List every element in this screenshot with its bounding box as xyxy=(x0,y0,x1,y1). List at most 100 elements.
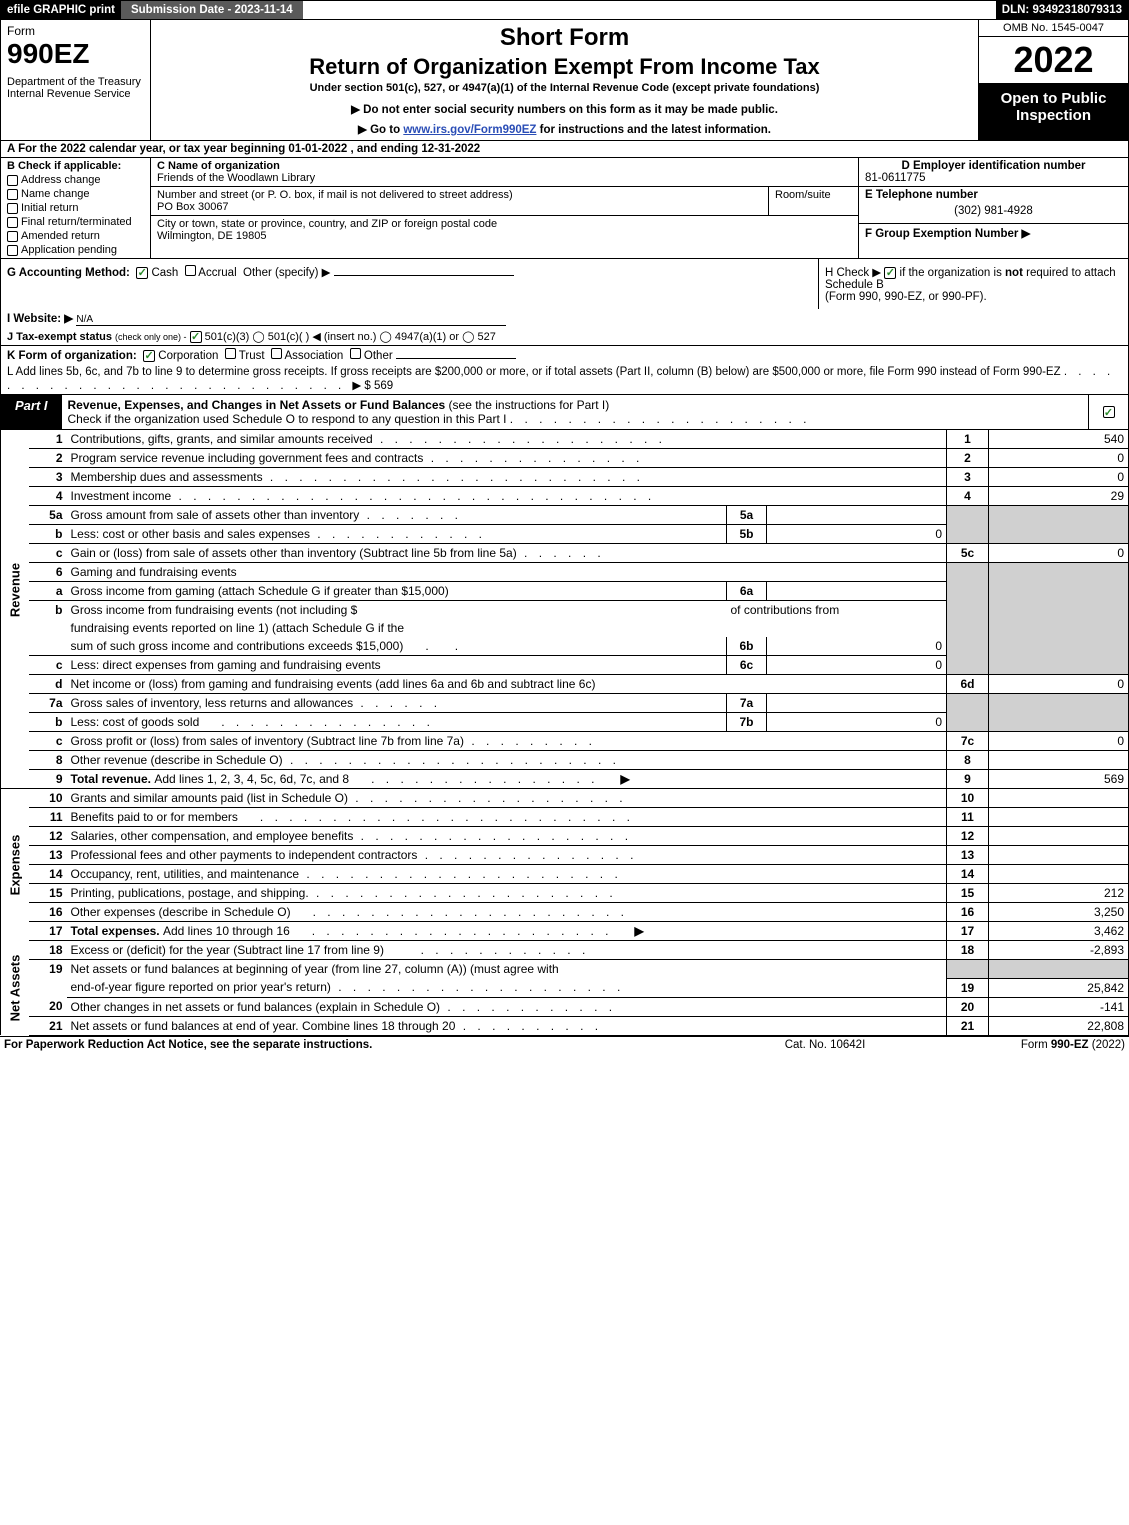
part-i-tag: Part I xyxy=(1,395,62,429)
submission-date: Submission Date - 2023-11-14 xyxy=(121,1,303,19)
chk-trust-icon[interactable] xyxy=(225,348,236,359)
sub-val: 0 xyxy=(767,637,947,656)
return-title: Return of Organization Exempt From Incom… xyxy=(157,54,972,80)
line-desc: Less: cost or other basis and sales expe… xyxy=(67,525,727,544)
line-18: Net Assets 18 Excess or (deficit) for th… xyxy=(1,941,1129,960)
chk-label: Name change xyxy=(21,188,90,200)
line-lab: 7c xyxy=(947,732,989,751)
line-14: 14 Occupancy, rent, utilities, and maint… xyxy=(1,865,1129,884)
shade xyxy=(947,525,989,544)
line-8: 8 Other revenue (describe in Schedule O)… xyxy=(1,751,1129,770)
shade xyxy=(947,656,989,675)
shade xyxy=(947,582,989,601)
line-desc: Salaries, other compensation, and employ… xyxy=(67,827,947,846)
chk-address-change[interactable]: Address change xyxy=(7,174,144,186)
sub-val xyxy=(767,506,947,525)
chk-cash-icon[interactable]: ✓ xyxy=(136,267,148,279)
department: Department of the Treasury Internal Reve… xyxy=(7,76,144,100)
line-val: 0 xyxy=(989,468,1129,487)
chk-application-pending[interactable]: Application pending xyxy=(7,244,144,256)
line-lab: 10 xyxy=(947,789,989,808)
line-5a: 5a Gross amount from sale of assets othe… xyxy=(1,506,1129,525)
sub-val xyxy=(767,582,947,601)
ge-label: F Group Exemption Number ▶ xyxy=(865,228,1030,240)
line-val xyxy=(989,789,1129,808)
l-amount: ▶ $ 569 xyxy=(352,380,393,392)
chk-name-change[interactable]: Name change xyxy=(7,188,144,200)
chk-accrual-icon[interactable] xyxy=(185,265,196,276)
checkbox-checked-icon: ✓ xyxy=(1103,406,1115,418)
chk-assoc-icon[interactable] xyxy=(271,348,282,359)
line-desc: Gross income from fundraising events (no… xyxy=(67,601,727,620)
line-num: 8 xyxy=(29,751,67,770)
irs-link[interactable]: www.irs.gov/Form990EZ xyxy=(403,124,536,136)
line-lab: 3 xyxy=(947,468,989,487)
chk-final-return[interactable]: Final return/terminated xyxy=(7,216,144,228)
line-val: 29 xyxy=(989,487,1129,506)
row-g-accounting: G Accounting Method: ✓ Cash Accrual Othe… xyxy=(1,259,818,309)
tax-year: 2022 xyxy=(979,37,1128,84)
shade xyxy=(989,637,1129,656)
shade xyxy=(947,637,989,656)
line-6: 6 Gaming and fundraising events xyxy=(1,563,1129,582)
note-ssn: ▶ Do not enter social security numbers o… xyxy=(157,102,972,116)
part-i-checkbox[interactable]: ✓ xyxy=(1088,395,1128,429)
dots: . . . . . . . . . . . . . . . . . . . . … xyxy=(510,412,811,426)
line-desc: Excess or (deficit) for the year (Subtra… xyxy=(67,941,947,960)
chk-initial-return[interactable]: Initial return xyxy=(7,202,144,214)
g-label: G Accounting Method: xyxy=(7,267,130,279)
i-label: I Website: ▶ xyxy=(7,313,73,325)
line-val: 22,808 xyxy=(989,1016,1129,1035)
chk-amended-return[interactable]: Amended return xyxy=(7,230,144,242)
line-11: 11 Benefits paid to or for members . . .… xyxy=(1,808,1129,827)
part-i-title-bold: Revenue, Expenses, and Changes in Net As… xyxy=(68,398,446,412)
line-desc: Gaming and fundraising events xyxy=(67,563,947,582)
chk-other-icon[interactable] xyxy=(350,348,361,359)
line-7b: b Less: cost of goods sold . . . . . . .… xyxy=(1,713,1129,732)
chk-501c3-icon[interactable]: ✓ xyxy=(190,331,202,343)
header-right: OMB No. 1545-0047 2022 Open to Public In… xyxy=(978,20,1128,140)
line-val: 212 xyxy=(989,884,1129,903)
line-lab: 5c xyxy=(947,544,989,563)
footer-right-pre: Form xyxy=(1021,1039,1051,1051)
ein-value: 81-0611775 xyxy=(865,172,1122,184)
line-16: 16 Other expenses (describe in Schedule … xyxy=(1,903,1129,922)
top-spacer xyxy=(303,1,996,19)
sub-val: 0 xyxy=(767,713,947,732)
line-num: 13 xyxy=(29,846,67,865)
ein-label: D Employer identification number xyxy=(865,160,1122,172)
line-10: Expenses 10 Grants and similar amounts p… xyxy=(1,789,1129,808)
line-val: -2,893 xyxy=(989,941,1129,960)
line-num: 2 xyxy=(29,449,67,468)
line-num: d xyxy=(29,675,67,694)
line-17: 17 Total expenses. Add lines 10 through … xyxy=(1,922,1129,941)
shade xyxy=(989,601,1129,620)
line-desc: Less: cost of goods sold . . . . . . . .… xyxy=(67,713,727,732)
line-num: 7a xyxy=(29,694,67,713)
line-val xyxy=(989,827,1129,846)
f-group-exemption: F Group Exemption Number ▶ xyxy=(859,224,1128,258)
line-desc: Benefits paid to or for members . . . . … xyxy=(67,808,947,827)
line-13: 13 Professional fees and other payments … xyxy=(1,846,1129,865)
form-number: 990EZ xyxy=(7,38,144,70)
line-19: 19 Net assets or fund balances at beginn… xyxy=(1,960,1129,979)
footer-left: For Paperwork Reduction Act Notice, see … xyxy=(4,1039,725,1051)
shade xyxy=(947,713,989,732)
line-num: 12 xyxy=(29,827,67,846)
chk-corp-icon[interactable]: ✓ xyxy=(143,350,155,362)
k-other-line xyxy=(396,358,516,359)
row-a-taxyear: A For the 2022 calendar year, or tax yea… xyxy=(0,141,1129,158)
line-num: 9 xyxy=(29,770,67,789)
line-lab: 1 xyxy=(947,430,989,449)
c-city-row: City or town, state or province, country… xyxy=(151,216,858,258)
line-val xyxy=(989,751,1129,770)
chk-h-icon[interactable]: ✓ xyxy=(884,267,896,279)
line-desc: fundraising events reported on line 1) (… xyxy=(67,619,947,637)
line-6b-2: fundraising events reported on line 1) (… xyxy=(1,619,1129,637)
line-desc: Printing, publications, postage, and shi… xyxy=(67,884,947,903)
line-num: 1 xyxy=(29,430,67,449)
line-num: c xyxy=(29,732,67,751)
line-7a: 7a Gross sales of inventory, less return… xyxy=(1,694,1129,713)
line-desc: Professional fees and other payments to … xyxy=(67,846,947,865)
line-lab: 18 xyxy=(947,941,989,960)
